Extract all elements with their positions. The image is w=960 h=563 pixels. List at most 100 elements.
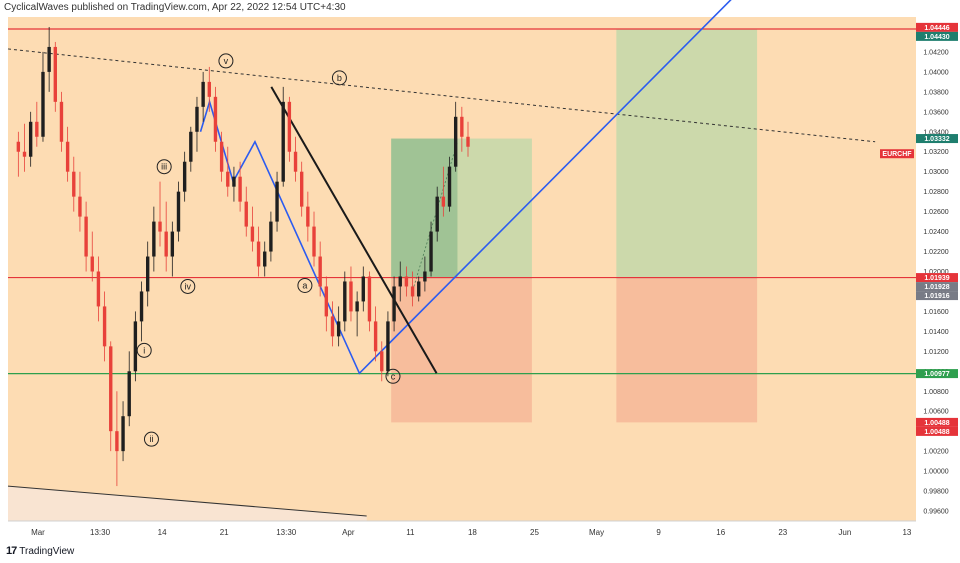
wave-label: iii (156, 159, 172, 175)
candle-body (441, 196, 446, 207)
price-tag-box (916, 426, 958, 436)
candle-body (398, 276, 402, 287)
price-tag: 1.00488 (916, 417, 958, 427)
candle-body (386, 321, 390, 372)
time-axis[interactable]: Mar 13:30 14 21 13:30 Apr 11 18 25 May 9 16 23 Jun 13 (0, 520, 960, 543)
candle-body (78, 196, 82, 217)
candle-body (41, 71, 45, 137)
lower-trend-shade (8, 486, 367, 521)
price-tag-box (916, 22, 958, 32)
price-tag-label: 1.03332 (924, 136, 949, 143)
trend-lines (7, 0, 876, 517)
price-tick: 1.03400 (923, 129, 948, 136)
candle-body (195, 106, 199, 132)
price-tag: 1.04430 (916, 31, 958, 41)
position-loss-zone (616, 277, 758, 423)
candle-body (90, 256, 94, 272)
price-tick: 1.00800 (923, 389, 948, 396)
candle-body (373, 321, 378, 352)
dashed-trendline (7, 48, 876, 143)
wave-label-circle (143, 431, 159, 447)
price-tags: 1.04446 1.04430 1.03332 1.01939 1.01928 1.019… (880, 22, 958, 436)
candle-body (453, 116, 458, 167)
candle-body (299, 171, 304, 207)
price-tag: 1.01928 (916, 282, 958, 292)
price-tag-label: 1.00977 (924, 371, 949, 378)
candle-body (121, 416, 125, 452)
price-tick: 1.02600 (923, 209, 948, 216)
candle-body (343, 281, 347, 322)
candle-body (133, 321, 138, 372)
price-tag: 1.00488 (916, 426, 958, 436)
horizontal-levels (8, 28, 916, 375)
wave-label-circle (218, 53, 234, 69)
price-tag: 1.01939 (916, 273, 958, 283)
candle-body (219, 141, 224, 172)
candle-body (201, 81, 205, 107)
position-dotted-diagonal (413, 141, 458, 287)
candle-body (47, 46, 51, 72)
time-tick: 13 (902, 528, 911, 537)
symbol-tag-box (880, 149, 914, 159)
tradingview-brand[interactable]: 17 TradingView (6, 545, 74, 557)
wave-label: i (136, 342, 152, 358)
price-tick: 1.03800 (923, 89, 948, 96)
candle-body (263, 251, 267, 267)
price-tag-box (916, 31, 958, 41)
price-tag-label: 1.00488 (924, 429, 949, 436)
blue-wave-path (199, 0, 732, 375)
price-tag-box (916, 417, 958, 427)
candle-series (16, 26, 470, 487)
price-tick: 1.02000 (923, 269, 948, 276)
symbol-tag-label: EURCHF (882, 151, 912, 158)
candle-body (392, 286, 396, 322)
position-progress-zone (391, 138, 458, 278)
wave-label-circle (156, 159, 172, 175)
time-tick: 9 (656, 528, 661, 537)
wave-label-text: a (302, 280, 307, 290)
wave-label-text: iii (161, 162, 167, 172)
candle-body (355, 301, 359, 312)
candle-body (281, 101, 285, 182)
wave-label-circle (136, 342, 152, 358)
price-tick: 1.01600 (923, 309, 948, 316)
candle-body (35, 121, 39, 137)
candle-body (109, 346, 113, 432)
price-axis[interactable]: CHF1.042001.040001.038001.036001.034001.… (916, 0, 960, 521)
candle-body (312, 226, 316, 257)
candle-body (250, 226, 255, 242)
time-tick: 13:30 (90, 528, 111, 537)
candle-body (447, 166, 452, 207)
candle-body (102, 306, 107, 347)
position-boxes (391, 28, 758, 423)
time-tick: May (589, 528, 604, 537)
price-tick: 1.03000 (923, 169, 948, 176)
wave-label: b (331, 70, 347, 86)
time-tick: 18 (468, 528, 477, 537)
price-tick: 0.99800 (923, 489, 948, 496)
price-tick: 1.01200 (923, 349, 948, 356)
symbol-tag: EURCHF (880, 149, 914, 159)
candle-body (244, 201, 248, 227)
candle-body (152, 221, 156, 257)
price-tag-box (916, 282, 958, 292)
time-tick: Jun (838, 528, 851, 537)
wave-label-circle (297, 277, 313, 293)
candle-body (318, 256, 322, 287)
publisher-caption: CyclicalWaves published on TradingView.c… (4, 2, 346, 13)
wave-label: v (218, 53, 234, 69)
wave-label: c (385, 368, 401, 384)
candle-body (367, 276, 372, 322)
wave-label-text: i (143, 345, 145, 355)
candle-body (293, 151, 298, 172)
candle-body (361, 276, 365, 302)
price-tick: 1.04000 (923, 69, 948, 76)
position-profit-zone (391, 138, 532, 278)
time-tick: 21 (220, 528, 229, 537)
candle-body (182, 161, 187, 192)
time-axis-background (0, 521, 960, 543)
candle-body (269, 221, 273, 252)
candle-body (287, 101, 292, 152)
candle-body (429, 231, 433, 272)
